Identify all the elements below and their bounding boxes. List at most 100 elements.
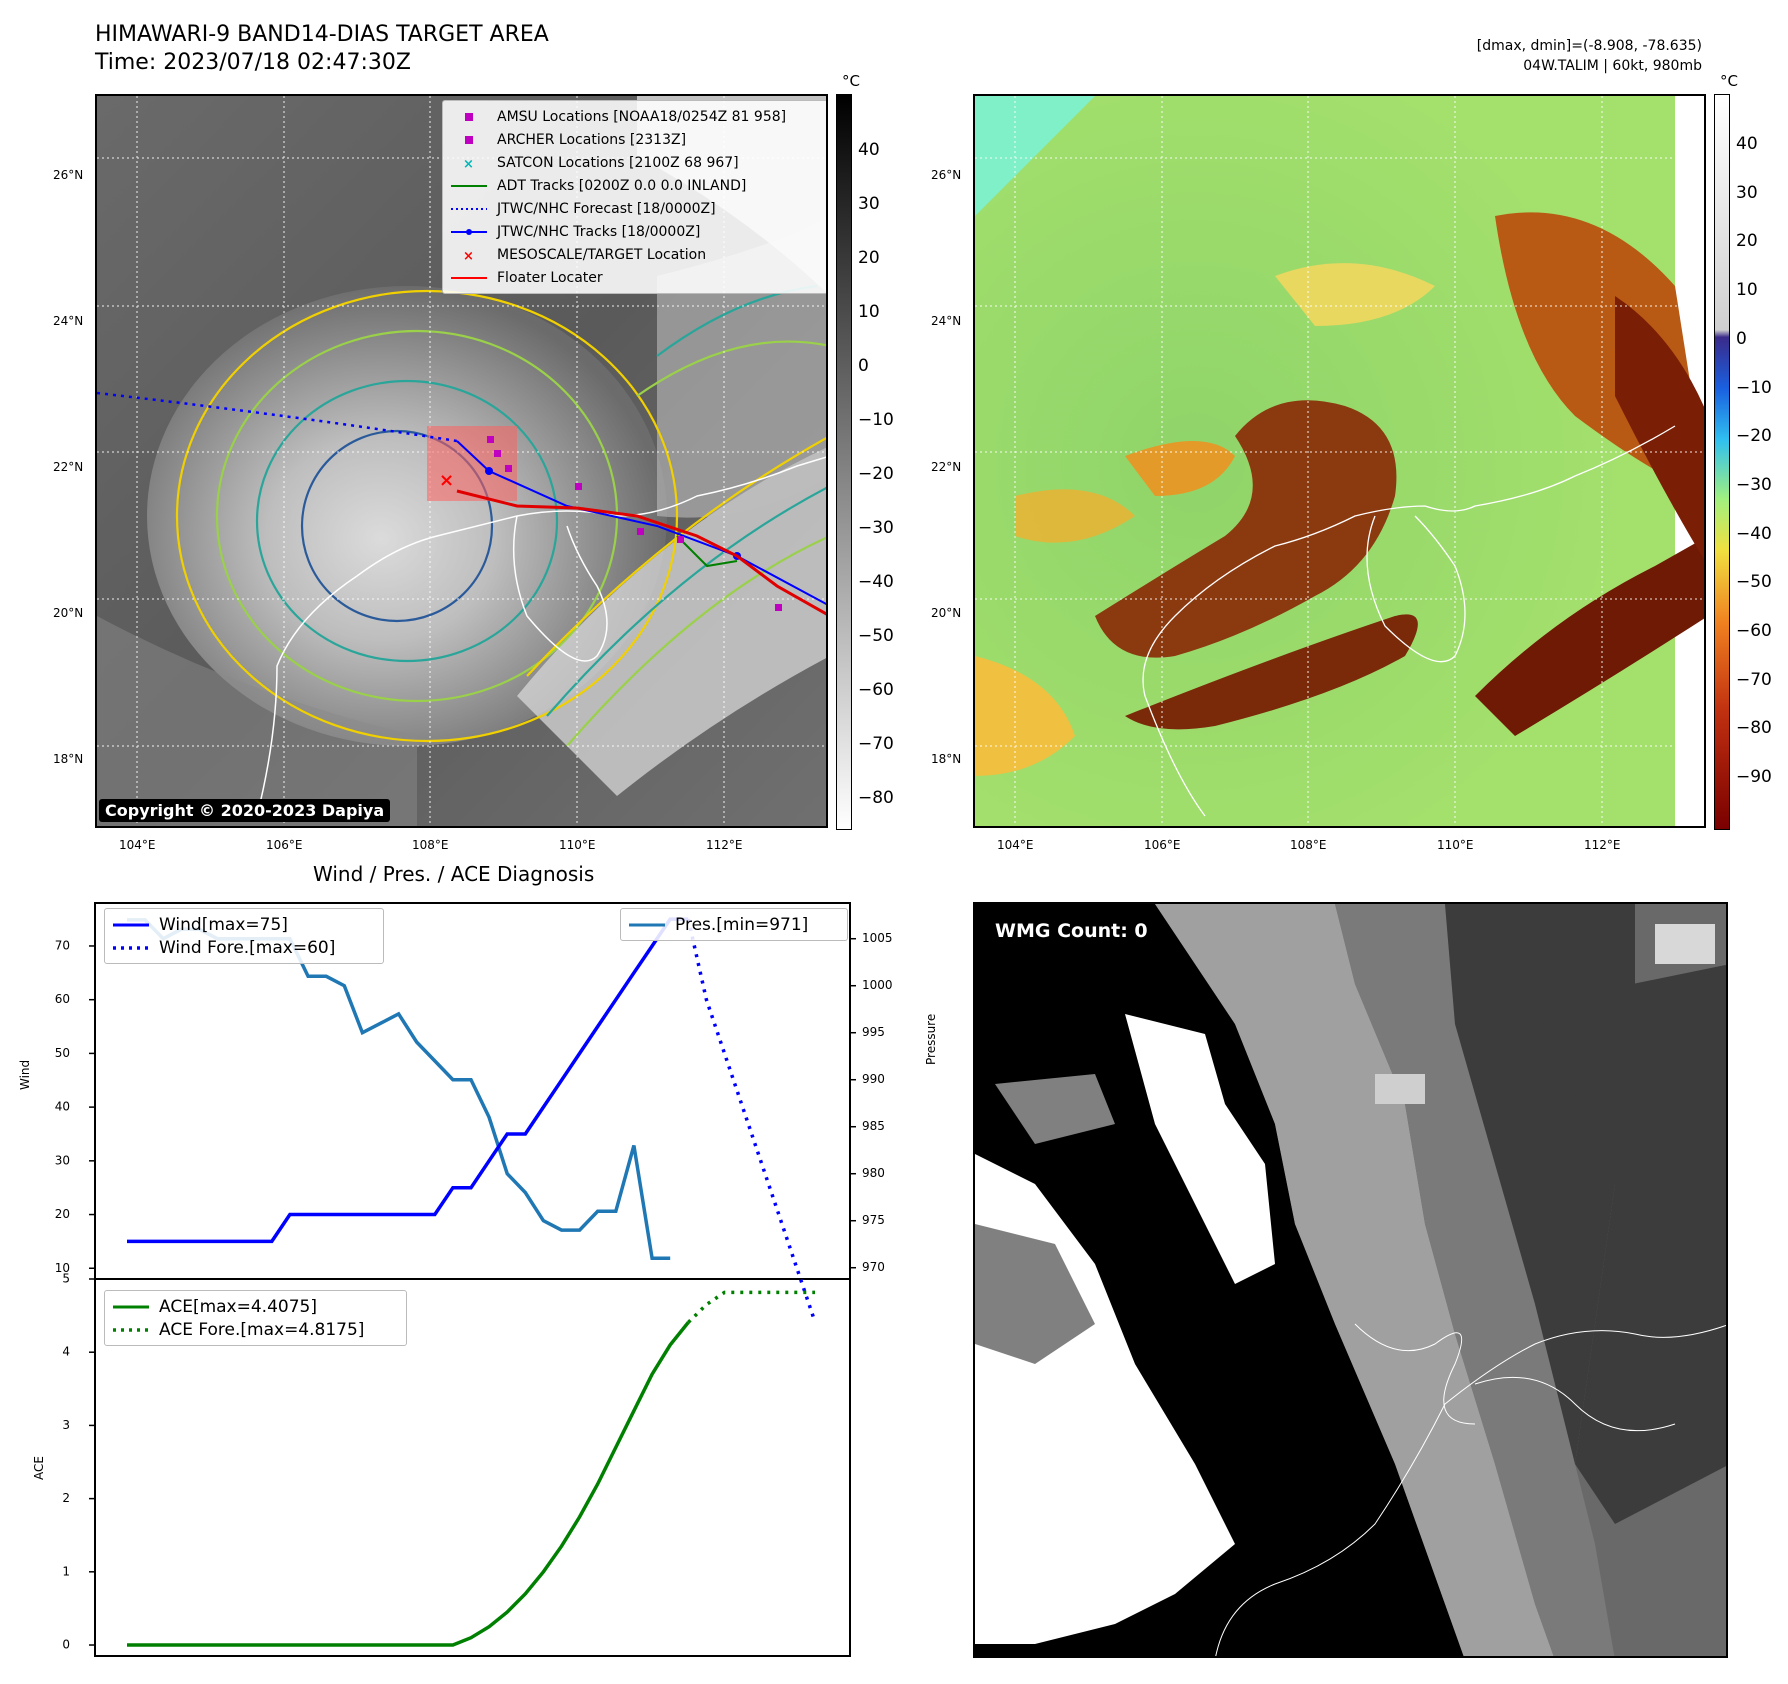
- svg-text:×: ×: [463, 157, 474, 170]
- map-legend-item: × MESOSCALE/TARGET Location: [451, 243, 821, 266]
- colorbar-tick-label: 30: [1736, 182, 1758, 203]
- colorbar-tick-label: 40: [858, 140, 880, 160]
- wind-tick-label: 50: [55, 1046, 70, 1060]
- legend-symbol-icon: [451, 271, 487, 285]
- legend-label: JTWC/NHC Tracks [18/0000Z]: [497, 223, 701, 240]
- colorbar-tick-label: −80: [1736, 718, 1772, 739]
- longitude-tick-label: 106°E: [1144, 838, 1181, 852]
- ace-tick-label: 0: [62, 1638, 70, 1652]
- wind-legend: Wind[max=75] Wind Fore.[max=60]: [104, 908, 384, 964]
- latitude-tick-label: 26°N: [931, 168, 962, 182]
- legend-symbol-icon: [451, 225, 487, 239]
- wind-legend-entry: Wind[max=75]: [159, 914, 288, 935]
- legend-symbol-icon: ×: [451, 248, 487, 264]
- pressure-tick-label: 985: [862, 1119, 885, 1133]
- pressure-tick-label: 990: [862, 1072, 885, 1086]
- longitude-tick-label: 108°E: [412, 838, 449, 852]
- wmg-count-label: WMG Count: 0: [987, 916, 1156, 946]
- longitude-tick-label: 106°E: [266, 838, 303, 852]
- map-legend-item: ARCHER Locations [2313Z]: [451, 128, 821, 151]
- colorbar-tick-label: −30: [1736, 474, 1772, 495]
- right-colorbar: [1714, 94, 1730, 830]
- longitude-tick-label: 104°E: [119, 838, 156, 852]
- legend-symbol-icon: [451, 179, 487, 193]
- color-map-image: [975, 96, 1704, 826]
- colorbar-tick-label: 30: [858, 194, 880, 214]
- latitude-tick-label: 20°N: [53, 606, 84, 620]
- legend-label: AMSU Locations [NOAA18/0254Z 81 958]: [497, 108, 787, 125]
- map-legend-item: ADT Tracks [0200Z 0.0 0.0 INLAND]: [451, 174, 821, 197]
- latitude-tick-label: 18°N: [53, 752, 84, 766]
- pressure-tick-label: 980: [862, 1166, 885, 1180]
- longitude-tick-label: 108°E: [1290, 838, 1327, 852]
- legend-label: ADT Tracks [0200Z 0.0 0.0 INLAND]: [497, 177, 747, 194]
- map-legend-item: JTWC/NHC Forecast [18/0000Z]: [451, 197, 821, 220]
- latitude-tick-label: 22°N: [931, 460, 962, 474]
- left-colorbar: [836, 94, 852, 830]
- longitude-tick-label: 110°E: [1437, 838, 1474, 852]
- pressure-legend-entry: Pres.[min=971]: [675, 914, 809, 935]
- longitude-tick-label: 104°E: [997, 838, 1034, 852]
- colorbar-tick-label: −80: [858, 788, 894, 808]
- latitude-tick-label: 24°N: [931, 314, 962, 328]
- ace-legend-entry: ACE[max=4.4075]: [159, 1296, 317, 1317]
- colorbar-tick-label: 0: [1736, 328, 1747, 349]
- colorbar-tick-label: −90: [1736, 767, 1772, 788]
- wind-pressure-frame: [94, 902, 851, 1280]
- latitude-tick-label: 24°N: [53, 314, 84, 328]
- pressure-tick-label: 975: [862, 1213, 885, 1227]
- ace-forecast-legend-entry: ACE Fore.[max=4.8175]: [159, 1319, 365, 1340]
- colorbar-tick-label: −70: [858, 734, 894, 754]
- longitude-tick-label: 112°E: [706, 838, 743, 852]
- colorbar-tick-label: −20: [858, 464, 894, 484]
- figure-title: HIMAWARI-9 BAND14-DIAS TARGET AREA: [95, 22, 549, 47]
- map-legend-item: × SATCON Locations [2100Z 68 967]: [451, 151, 821, 174]
- wind-forecast-legend-entry: Wind Fore.[max=60]: [159, 937, 336, 958]
- jtwc-track: [456, 440, 826, 605]
- colorbar-tick-label: −60: [858, 680, 894, 700]
- copyright-badge: Copyright © 2020-2023 Dapiya: [99, 799, 391, 822]
- diagnosis-chart: 7060504030201010051000995990985980975970…: [55, 902, 893, 1657]
- wind-line: [127, 917, 689, 1244]
- ace-tick-label: 5: [62, 1272, 70, 1286]
- right-colorbar-unit: °C: [1720, 72, 1738, 90]
- colorbar-tick-label: 20: [858, 248, 880, 268]
- legend-symbol-icon: [451, 202, 487, 216]
- legend-label: JTWC/NHC Forecast [18/0000Z]: [497, 200, 716, 217]
- colorbar-tick-label: 20: [1736, 231, 1758, 252]
- ace-tick-label: 1: [62, 1564, 70, 1578]
- legend-symbol-icon: [451, 133, 487, 147]
- legend-symbol-icon: [451, 110, 487, 124]
- map-legend-item: AMSU Locations [NOAA18/0254Z 81 958]: [451, 105, 821, 128]
- colorbar-tick-label: −50: [858, 626, 894, 646]
- colorbar-tick-label: −60: [1736, 621, 1772, 641]
- colorbar-tick-label: −20: [1736, 426, 1772, 447]
- wind-forecast-line: [686, 918, 817, 1323]
- legend-label: Floater Locater: [497, 269, 603, 286]
- svg-text:×: ×: [463, 249, 474, 262]
- wind-tick-label: 20: [55, 1207, 70, 1221]
- figure-time: Time: 2023/07/18 02:47:30Z: [95, 50, 411, 75]
- svg-text:×: ×: [439, 470, 454, 491]
- latitude-tick-label: 26°N: [53, 168, 84, 182]
- dmax-dmin-label: [dmax, dmin]=(-8.908, -78.635): [1476, 38, 1702, 54]
- wind-tick-label: 30: [55, 1153, 70, 1167]
- floater-box: [427, 426, 517, 501]
- legend-label: ARCHER Locations [2313Z]: [497, 131, 687, 148]
- ace-line: [127, 1321, 690, 1647]
- floater-locater-line: [456, 489, 826, 616]
- colorbar-tick-label: −40: [1736, 523, 1772, 544]
- pressure-tick-label: 1005: [862, 931, 893, 945]
- diagnosis-title: Wind / Pres. / ACE Diagnosis: [313, 862, 595, 886]
- ace-axis-label: ACE: [32, 1456, 46, 1480]
- left-colorbar-unit: °C: [842, 72, 860, 90]
- colorbar-tick-label: −70: [1736, 669, 1772, 690]
- wmg-panel: WMG Count: 0: [973, 902, 1728, 1658]
- pressure-legend: Pres.[min=971]: [620, 908, 848, 941]
- colorbar-tick-label: 10: [858, 302, 880, 322]
- colorbar-tick-label: 0: [858, 356, 869, 376]
- ace-tick-label: 4: [62, 1345, 70, 1359]
- wind-axis-label: Wind: [18, 1059, 32, 1090]
- colorbar-tick-label: 10: [1736, 280, 1758, 301]
- legend-symbol-icon: ×: [451, 156, 487, 172]
